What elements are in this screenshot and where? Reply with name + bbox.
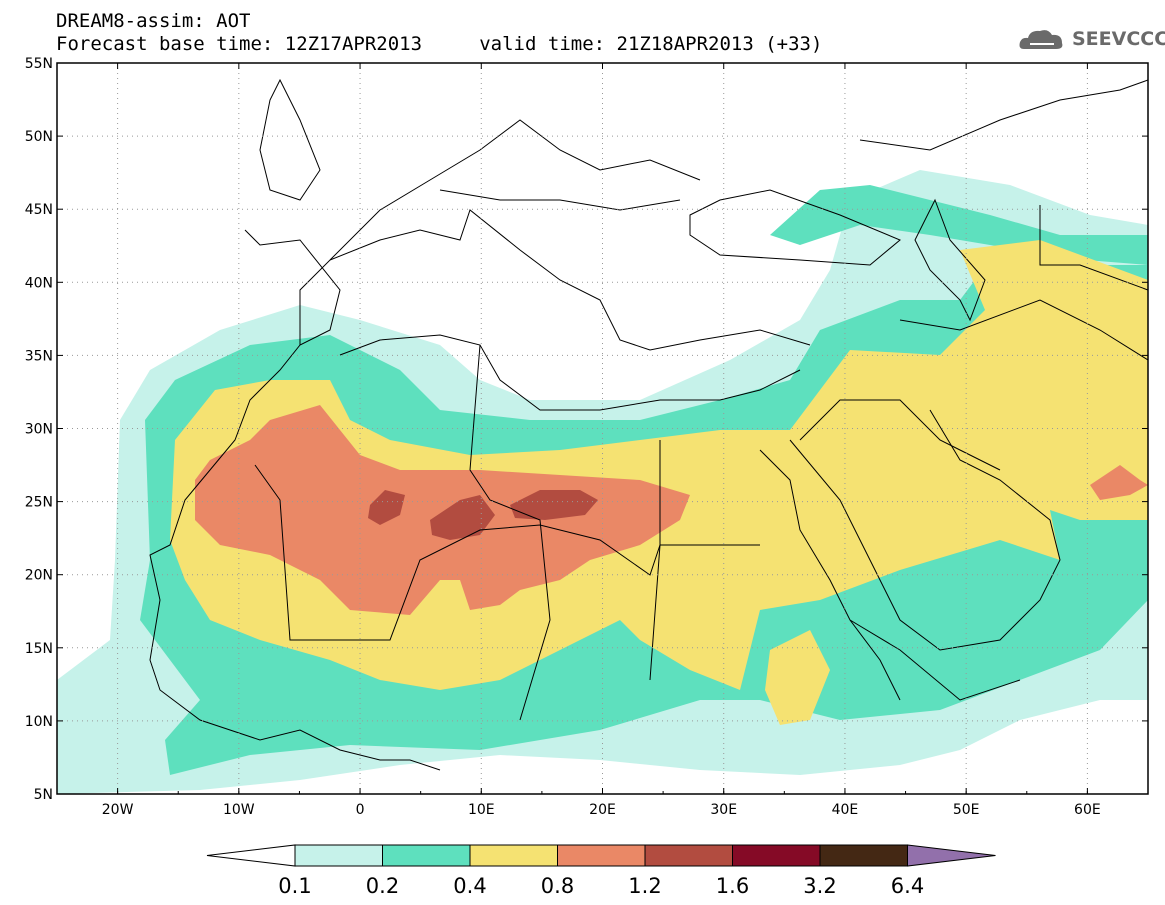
lon-tick-label: 40E: [832, 802, 859, 818]
coastline-arabia: [789, 409, 1061, 651]
lat-tick-label: 10N: [25, 714, 53, 730]
lon-tick-label: 20E: [589, 802, 616, 818]
lon-tick-label: 10W: [223, 802, 255, 818]
colorbar-segment: [469, 844, 558, 867]
lon-tick-label: 60E: [1074, 802, 1101, 818]
lat-tick-label: 55N: [25, 56, 53, 72]
colorbar-label: 0.4: [453, 874, 486, 898]
lon-tick-label: 10E: [468, 802, 495, 818]
aot-band-1-2-b: [430, 495, 495, 540]
colorbar-segment: [644, 844, 733, 867]
border-iran: [899, 299, 1148, 361]
colorbar-label: 3.2: [803, 874, 836, 898]
coastline-europe: [299, 209, 811, 351]
cloud-icon: [1019, 30, 1063, 49]
colorbar-segment: [557, 844, 646, 867]
colorbar-low-arrow: [206, 844, 296, 867]
lon-tick-label: 20W: [102, 802, 134, 818]
lat-tick-label: 50N: [25, 129, 53, 145]
colorbar-label: 0.1: [278, 874, 311, 898]
aot-contours: [57, 170, 1148, 794]
colorbar: 0.1 0.2 0.4 0.8 1.2 1.6 3.2 6.4: [206, 844, 996, 898]
colorbar-segment: [294, 844, 383, 867]
lat-tick-label: 40N: [25, 275, 53, 291]
lon-tick-label: 30E: [710, 802, 737, 818]
logo-text: SEEVCCC: [1072, 28, 1165, 50]
border-kazakh: [1039, 205, 1148, 291]
lat-tick-label: 15N: [25, 641, 53, 657]
coastline-west-africa: [149, 229, 441, 771]
lat-tick-label: 25N: [25, 495, 53, 511]
axis-ticks: [56, 62, 1149, 795]
colorbar-segment: [732, 844, 821, 867]
lat-tick-label: 20N: [25, 568, 53, 584]
axis-tick-labels: 20W 10W 0 10E 20E 30E 40E 50E 60E 5N 10N 15N 20N 25N 3…: [25, 56, 1101, 818]
forecast-time-line: Forecast base time: 12Z17APR2013 valid t…: [56, 33, 823, 55]
border-russia: [859, 79, 1148, 151]
lat-tick-label: 35N: [25, 348, 53, 364]
border-egypt: [649, 440, 661, 681]
border-n-africa: [254, 464, 760, 641]
colorbar-segment: [819, 844, 908, 867]
aot-band-1-2-a: [368, 490, 405, 525]
colorbar-label: 1.2: [628, 874, 661, 898]
colorbar-label: 0.8: [541, 874, 574, 898]
colorbar-segment: [382, 844, 471, 867]
border-sahara: [469, 344, 551, 721]
lon-tick-label: 0: [356, 802, 365, 818]
colorbar-label: 1.6: [716, 874, 749, 898]
coastline-black-sea: [689, 189, 901, 266]
lat-tick-label: 30N: [25, 422, 53, 438]
colorbar-label: 6.4: [891, 874, 924, 898]
border-europe-2: [439, 189, 681, 211]
colorbar-label: 0.2: [366, 874, 399, 898]
aot-band-0-4-ethiopia: [765, 630, 830, 725]
lat-tick-label: 5N: [34, 787, 53, 803]
lon-tick-label: 50E: [953, 802, 980, 818]
colorbar-high-arrow: [907, 844, 996, 867]
map-title: DREAM8-assim: AOT: [56, 10, 251, 32]
aot-band-1-2-c: [510, 490, 598, 520]
coastline-caspian: [914, 198, 986, 322]
coastline-med-south: [339, 334, 801, 411]
coast-uk: [259, 78, 321, 201]
aot-band-0-8: [195, 405, 690, 615]
graticule: [57, 63, 1148, 794]
lat-tick-label: 45N: [25, 202, 53, 218]
border-horn: [849, 619, 1021, 701]
border-europe-1: [329, 119, 701, 261]
coastline-red-sea: [759, 449, 901, 701]
aot-band-0-8-iran: [1090, 465, 1148, 500]
